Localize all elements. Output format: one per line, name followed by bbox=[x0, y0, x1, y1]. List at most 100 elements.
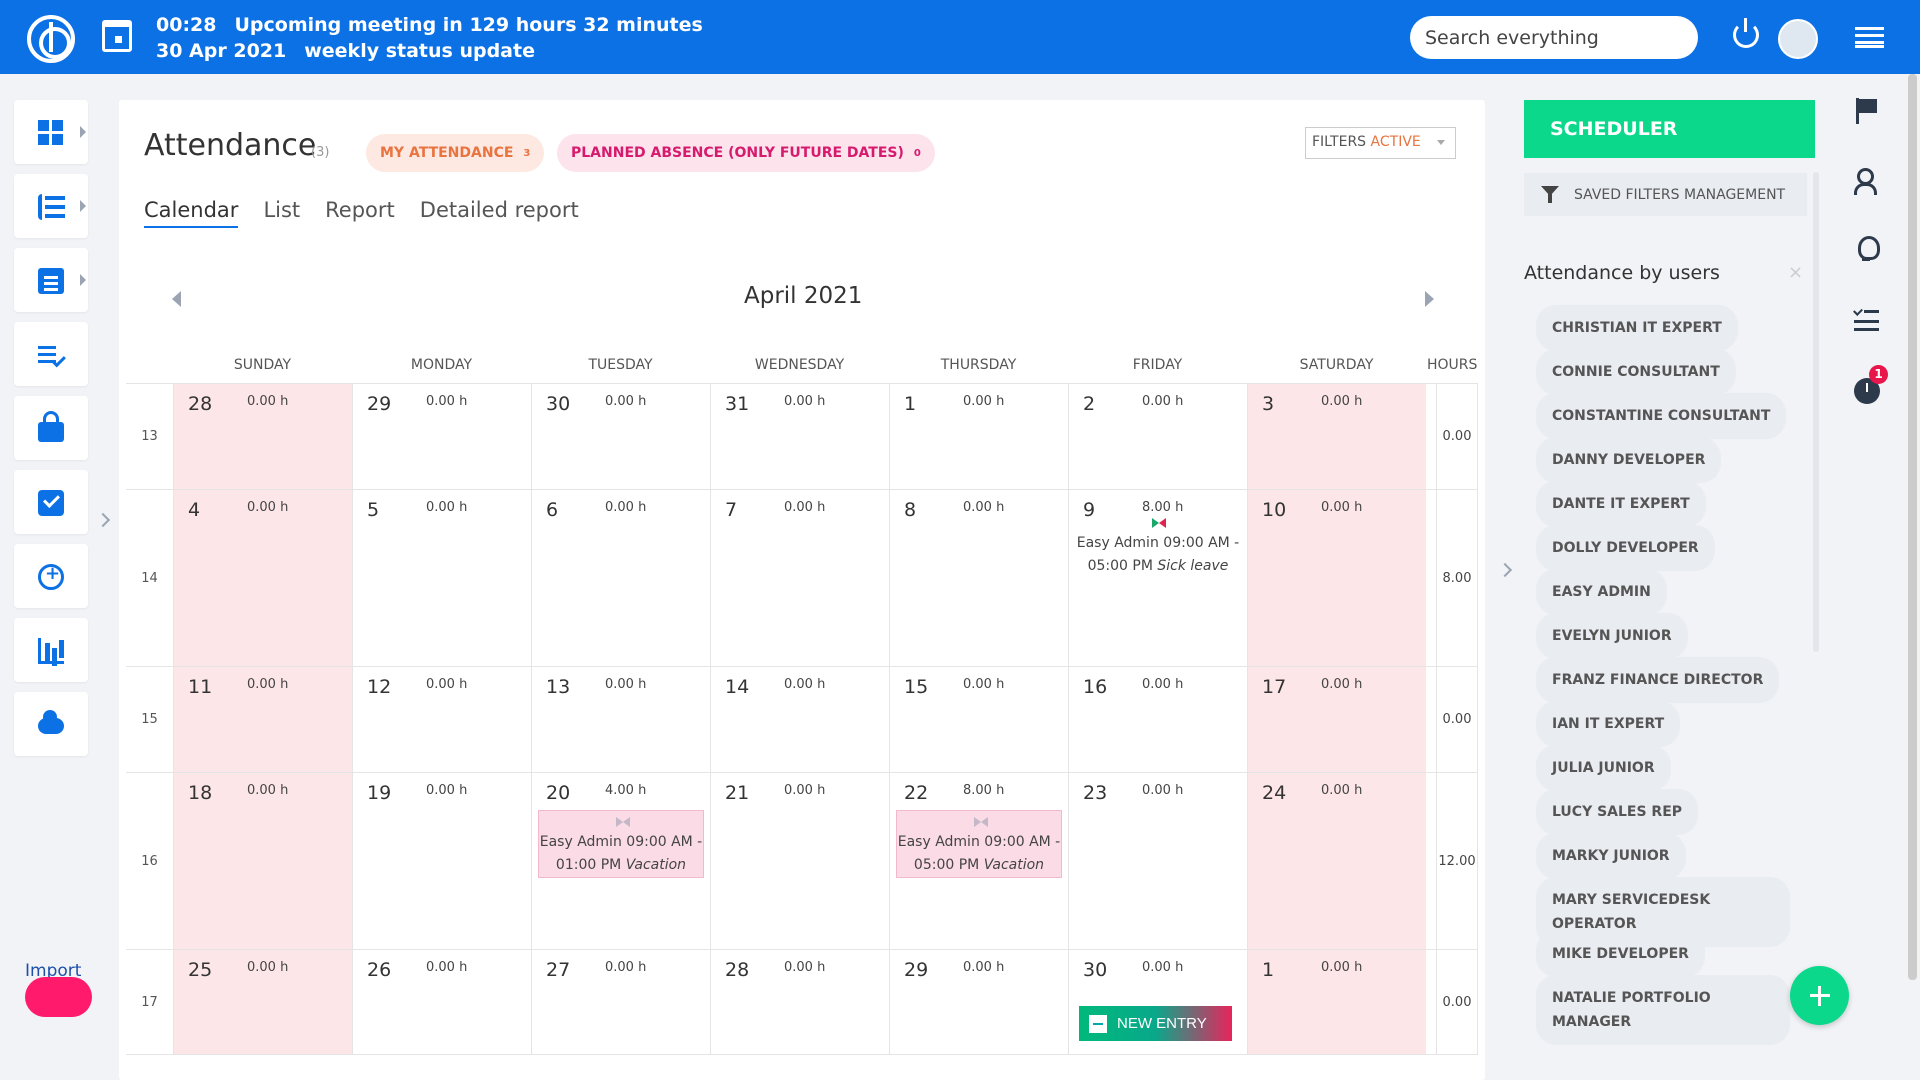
feedback-button[interactable] bbox=[25, 977, 92, 1017]
day-cell[interactable]: 4 0.00 h bbox=[173, 490, 352, 666]
user-filter-pill[interactable]: EASY ADMIN bbox=[1536, 569, 1667, 615]
user-filter-pill[interactable]: NATALIE PORTFOLIO MANAGER bbox=[1536, 975, 1790, 1045]
user-filter-pill[interactable]: LUCY SALES REP bbox=[1536, 789, 1699, 835]
close-icon[interactable]: × bbox=[1788, 262, 1804, 283]
day-cell[interactable]: 30 0.00 h bbox=[531, 384, 710, 489]
nav-projects-button[interactable] bbox=[14, 174, 88, 238]
tab-report[interactable]: Report bbox=[325, 198, 395, 222]
day-cell[interactable]: 31 0.00 h bbox=[710, 384, 889, 489]
day-cell[interactable]: 20 4.00 h Easy Admin 09:00 AM - 01:00 PM V… bbox=[531, 773, 710, 949]
day-cell[interactable]: 9 8.00 h Easy Admin 09:00 AM - 05:00 PM Si… bbox=[1068, 490, 1247, 666]
user-filter-pill[interactable]: DANNY DEVELOPER bbox=[1536, 437, 1722, 483]
day-cell[interactable]: 10 0.00 h bbox=[1247, 490, 1426, 666]
import-link[interactable]: Import bbox=[25, 961, 82, 981]
day-cell[interactable]: 12 0.00 h bbox=[352, 667, 531, 772]
tab-calendar[interactable]: Calendar bbox=[144, 198, 239, 228]
user-filter-pill[interactable]: MARKY JUNIOR bbox=[1536, 833, 1686, 879]
previous-month-icon[interactable] bbox=[172, 291, 181, 307]
add-floating-button[interactable] bbox=[1790, 966, 1849, 1025]
day-cell[interactable]: 23 0.00 h bbox=[1068, 773, 1247, 949]
app-logo-icon[interactable] bbox=[27, 15, 75, 63]
avatar[interactable] bbox=[1778, 19, 1818, 59]
meeting-line-2[interactable]: 30 Apr 2021 weekly status update bbox=[156, 40, 553, 62]
lightbulb-icon[interactable] bbox=[1854, 236, 1880, 262]
saved-filters-button[interactable]: SAVED FILTERS MANAGEMENT bbox=[1524, 173, 1807, 216]
expand-sidebar-chevron-icon[interactable] bbox=[1497, 562, 1513, 578]
nav-alarm-button[interactable] bbox=[14, 544, 88, 608]
nav-tasks-button[interactable] bbox=[14, 248, 88, 312]
page-scrollbar[interactable] bbox=[1905, 74, 1920, 980]
nav-task-list-button[interactable] bbox=[14, 322, 88, 386]
next-month-icon[interactable] bbox=[1425, 291, 1434, 307]
task-checklist-icon[interactable] bbox=[1854, 306, 1880, 332]
user-filter-pill[interactable]: JULIA JUNIOR bbox=[1536, 745, 1671, 791]
day-cell[interactable]: 7 0.00 h bbox=[710, 490, 889, 666]
day-cell[interactable]: 28 0.00 h bbox=[710, 950, 889, 1054]
calendar-icon[interactable] bbox=[102, 20, 132, 52]
day-cell[interactable]: 19 0.00 h bbox=[352, 773, 531, 949]
user-filter-pill[interactable]: DANTE IT EXPERT bbox=[1536, 481, 1706, 527]
day-cell[interactable]: 15 0.00 h bbox=[889, 667, 1068, 772]
day-cell[interactable]: 28 0.00 h bbox=[173, 384, 352, 489]
day-cell[interactable]: 5 0.00 h bbox=[352, 490, 531, 666]
user-filter-pill[interactable]: DOLLY DEVELOPER bbox=[1536, 525, 1715, 571]
power-icon[interactable] bbox=[1733, 18, 1759, 48]
nav-lock-button[interactable] bbox=[14, 396, 88, 460]
user-search-icon[interactable] bbox=[1854, 168, 1880, 195]
search-input[interactable] bbox=[1410, 16, 1698, 59]
tab-list[interactable]: List bbox=[263, 198, 301, 222]
day-cell[interactable]: 24 0.00 h bbox=[1247, 773, 1426, 949]
day-cell[interactable]: 29 0.00 h bbox=[352, 384, 531, 489]
hamburger-menu-icon[interactable] bbox=[1855, 27, 1884, 48]
day-cell[interactable]: 1 0.00 h bbox=[889, 384, 1068, 489]
day-cell[interactable]: 27 0.00 h bbox=[531, 950, 710, 1054]
day-cell[interactable]: 21 0.00 h bbox=[710, 773, 889, 949]
nav-reports-button[interactable] bbox=[14, 618, 88, 682]
day-cell[interactable]: 14 0.00 h bbox=[710, 667, 889, 772]
user-filter-pill[interactable]: EVELYN JUNIOR bbox=[1536, 613, 1688, 659]
user-filter-pill[interactable]: MIKE DEVELOPER bbox=[1536, 931, 1705, 977]
user-filter-pill[interactable]: CHRISTIAN IT EXPERT bbox=[1536, 305, 1738, 351]
day-cell[interactable]: 11 0.00 h bbox=[173, 667, 352, 772]
day-cell[interactable]: 3 0.00 h bbox=[1247, 384, 1426, 489]
day-cell[interactable]: 25 0.00 h bbox=[173, 950, 352, 1054]
flag-icon[interactable] bbox=[1854, 98, 1880, 124]
nav-dashboard-button[interactable] bbox=[14, 100, 88, 164]
nav-checklist-button[interactable] bbox=[14, 470, 88, 534]
user-filter-pill[interactable]: IAN IT EXPERT bbox=[1536, 701, 1681, 747]
day-cell[interactable]: 22 8.00 h Easy Admin 09:00 AM - 05:00 PM V… bbox=[889, 773, 1068, 949]
day-cell[interactable]: 29 0.00 h bbox=[889, 950, 1068, 1054]
scheduler-button[interactable]: SCHEDULER bbox=[1524, 100, 1815, 158]
user-filter-pill[interactable]: CONNIE CONSULTANT bbox=[1536, 349, 1736, 395]
planned-absence-pill[interactable]: PLANNED ABSENCE (ONLY FUTURE DATES) 0 bbox=[557, 134, 935, 172]
day-number: 1 bbox=[1262, 959, 1275, 981]
attendance-event[interactable]: Easy Admin 09:00 AM - 05:00 PM Vacation bbox=[896, 810, 1062, 878]
expand-nav-chevron-icon[interactable] bbox=[95, 512, 111, 528]
day-number: 4 bbox=[188, 499, 201, 521]
day-cell[interactable]: 18 0.00 h bbox=[173, 773, 352, 949]
day-cell[interactable]: 17 0.00 h bbox=[1247, 667, 1426, 772]
day-cell[interactable]: 8 0.00 h bbox=[889, 490, 1068, 666]
day-cell[interactable]: 6 0.00 h bbox=[531, 490, 710, 666]
day-number: 7 bbox=[725, 499, 738, 521]
day-hours: 0.00 h bbox=[784, 394, 826, 409]
filters-dropdown[interactable]: FILTERS ACTIVE bbox=[1305, 127, 1456, 159]
user-filter-pill[interactable]: FRANZ FINANCE DIRECTOR bbox=[1536, 657, 1780, 703]
day-cell[interactable]: 1 0.00 h bbox=[1247, 950, 1426, 1054]
nav-cloud-button[interactable] bbox=[14, 692, 88, 756]
day-cell[interactable]: 26 0.00 h bbox=[352, 950, 531, 1054]
attendance-event[interactable]: Easy Admin 09:00 AM - 01:00 PM Vacation bbox=[538, 810, 704, 878]
day-cell[interactable]: 16 0.00 h bbox=[1068, 667, 1247, 772]
sidebar-scrollbar[interactable] bbox=[1813, 172, 1819, 652]
day-hours: 0.00 h bbox=[605, 960, 647, 975]
new-entry-button[interactable]: NEW ENTRY bbox=[1079, 1006, 1232, 1041]
day-cell[interactable]: 30 0.00 h NEW ENTRY bbox=[1068, 950, 1247, 1054]
day-cell[interactable]: 2 0.00 h bbox=[1068, 384, 1247, 489]
meeting-line-1[interactable]: 00:28 Upcoming meeting in 129 hours 32 mi… bbox=[156, 14, 721, 36]
day-cell[interactable]: 13 0.00 h bbox=[531, 667, 710, 772]
attendance-event[interactable]: Easy Admin 09:00 AM - 05:00 PM Sick leav… bbox=[1075, 512, 1241, 578]
tab-detailed-report[interactable]: Detailed report bbox=[419, 198, 579, 222]
user-filter-pill[interactable]: CONSTANTINE CONSULTANT bbox=[1536, 393, 1787, 439]
week-row: 17 25 0.00 h 26 0.00 h 27 0.00 h 28 0.00 h 29 0.00… bbox=[126, 949, 1478, 1055]
my-attendance-pill[interactable]: MY ATTENDANCE 3 bbox=[366, 134, 545, 172]
